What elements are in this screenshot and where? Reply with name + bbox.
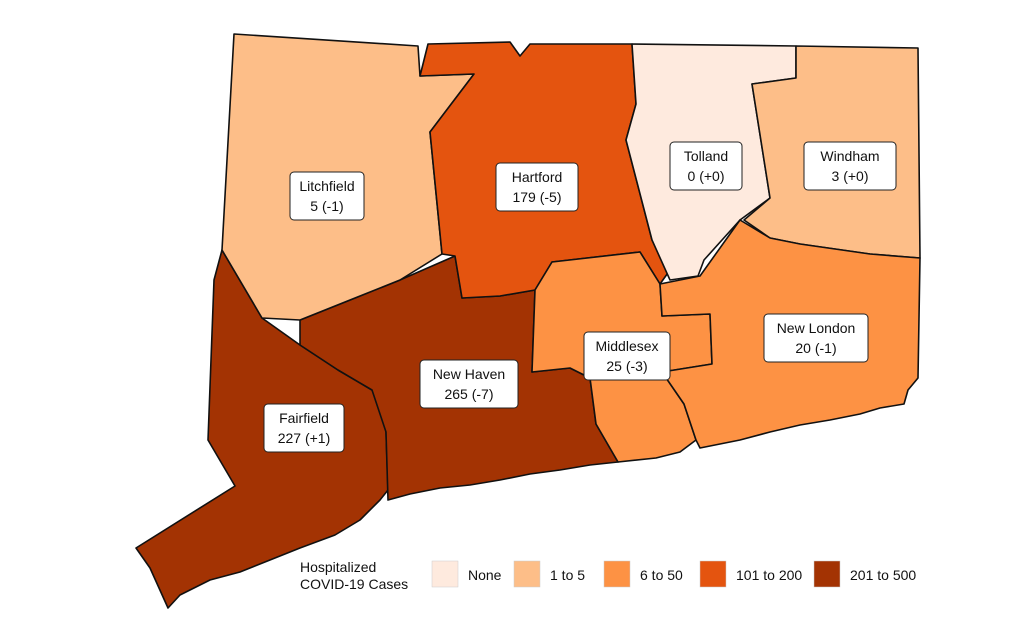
legend-swatch-101-200 — [699, 560, 727, 588]
county-value: 25 (-3) — [606, 358, 647, 374]
legend-swatch-6-50 — [603, 560, 631, 588]
county-value: 0 (+0) — [688, 168, 725, 184]
legend-label-201-500: 201 to 500 — [850, 567, 916, 583]
legend-label-6-50: 6 to 50 — [640, 567, 683, 583]
county-name: Fairfield — [279, 410, 329, 426]
county-label-middlesex: Middlesex 25 (-3) — [583, 331, 671, 381]
county-name: New Haven — [433, 366, 505, 382]
county-name: Litchfield — [299, 178, 354, 194]
legend-swatch-201-500 — [813, 560, 841, 588]
legend-label-1-5: 1 to 5 — [550, 567, 585, 583]
legend-label-none: None — [468, 567, 502, 583]
county-value: 179 (-5) — [512, 189, 561, 205]
county-name: Hartford — [512, 169, 563, 185]
county-label-fairfield: Fairfield 227 (+1) — [263, 403, 345, 453]
county-label-tolland: Tolland 0 (+0) — [669, 141, 743, 191]
legend-label-101-200: 101 to 200 — [736, 567, 802, 583]
county-label-litchfield: Litchfield 5 (-1) — [289, 171, 365, 221]
county-value: 227 (+1) — [278, 430, 331, 446]
county-label-windham: Windham 3 (+0) — [803, 141, 897, 191]
county-value: 265 (-7) — [444, 386, 493, 402]
legend-title-line1: Hospitalized — [300, 559, 376, 575]
county-label-new-haven: New Haven 265 (-7) — [419, 359, 519, 409]
county-value: 3 (+0) — [832, 168, 869, 184]
county-value: 20 (-1) — [795, 340, 836, 356]
legend: Hospitalized COVID-19 Cases None 1 to 5 … — [300, 559, 916, 592]
county-label-hartford: Hartford 179 (-5) — [495, 162, 579, 212]
county-name: Middlesex — [595, 338, 658, 354]
county-name: Windham — [820, 148, 879, 164]
county-value: 5 (-1) — [310, 198, 343, 214]
legend-title-line2: COVID-19 Cases — [300, 576, 408, 592]
legend-swatch-1-5 — [513, 560, 541, 588]
county-label-new-london: New London 20 (-1) — [763, 313, 869, 363]
county-name: New London — [777, 320, 856, 336]
legend-swatch-none — [431, 560, 459, 588]
county-name: Tolland — [684, 148, 728, 164]
